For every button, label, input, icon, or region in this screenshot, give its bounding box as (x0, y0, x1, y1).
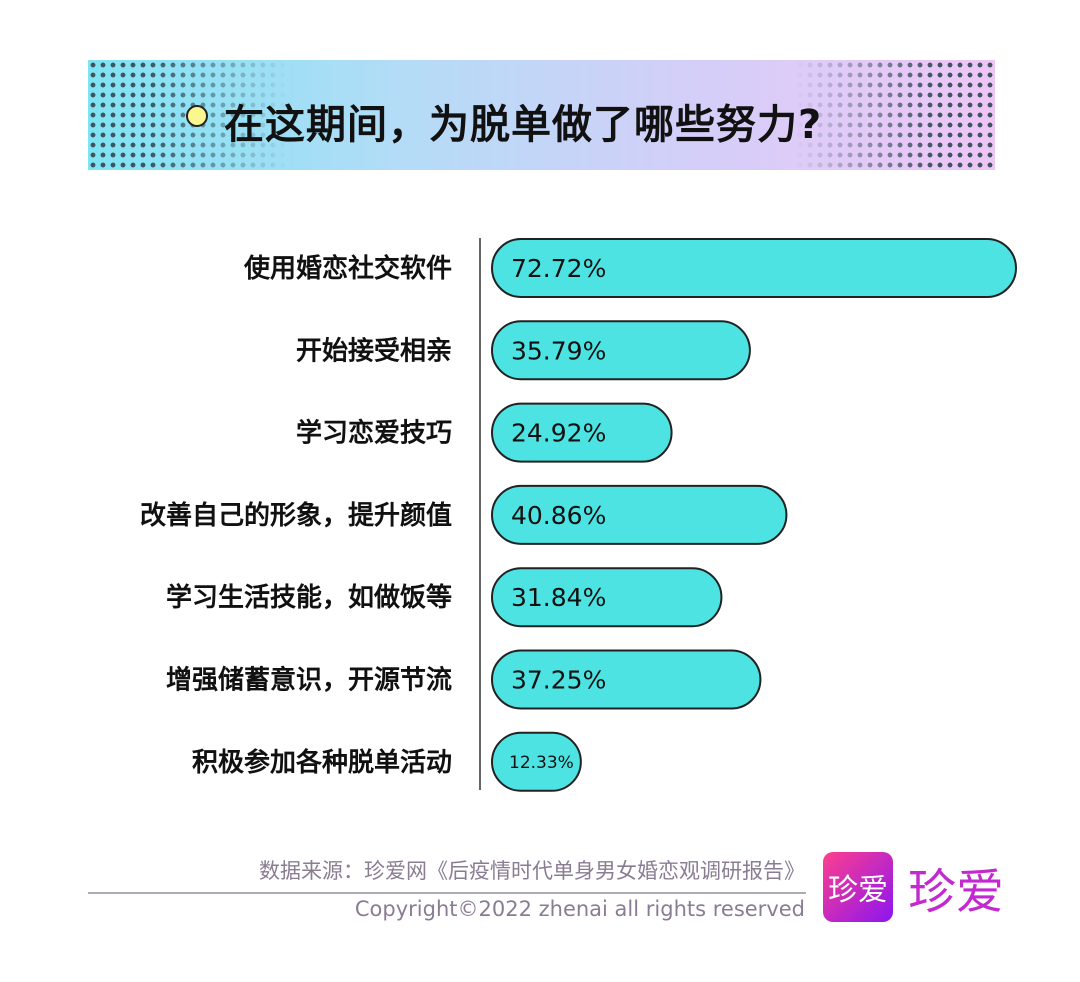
data-source: 数据来源：珍爱网《后疫情时代单身男女婚恋观调研报告》 (259, 859, 805, 883)
logo-wordmark: 珍爱 (908, 864, 1005, 920)
logo-icon-text: 珍爱 (828, 873, 888, 908)
bar (491, 731, 582, 792)
page-title: 在这期间，为脱单做了哪些努力? (224, 102, 823, 148)
data-label: 72.72% (511, 254, 606, 283)
bar (491, 320, 751, 381)
bar (491, 402, 673, 463)
data-label: 37.25% (511, 666, 606, 695)
bar (491, 649, 762, 710)
logo-icon: 珍爱 (823, 852, 893, 922)
category-label: 开始接受相亲 (296, 335, 452, 366)
divider (88, 892, 806, 894)
bar (491, 238, 1017, 298)
data-label: 31.84% (511, 583, 606, 612)
category-label: 学习恋爱技巧 (296, 418, 452, 449)
bar (491, 484, 788, 545)
copyright: Copyright©2022 zhenai all rights reserve… (354, 897, 805, 921)
bullet-icon (186, 105, 208, 127)
data-label: 24.92% (511, 419, 606, 448)
category-label: 学习生活技能，如做饭等 (166, 582, 452, 613)
category-label: 积极参加各种脱单活动 (192, 747, 452, 778)
category-label: 改善自己的形象，提升颜值 (140, 500, 452, 531)
data-label: 12.33% (509, 753, 574, 773)
halftone-right (795, 60, 995, 170)
category-label: 使用婚恋社交软件 (243, 253, 452, 284)
category-label: 增强储蓄意识，开源节流 (166, 665, 452, 696)
bar (491, 567, 723, 628)
data-label: 40.86% (511, 501, 606, 530)
data-label: 35.79% (511, 336, 606, 365)
